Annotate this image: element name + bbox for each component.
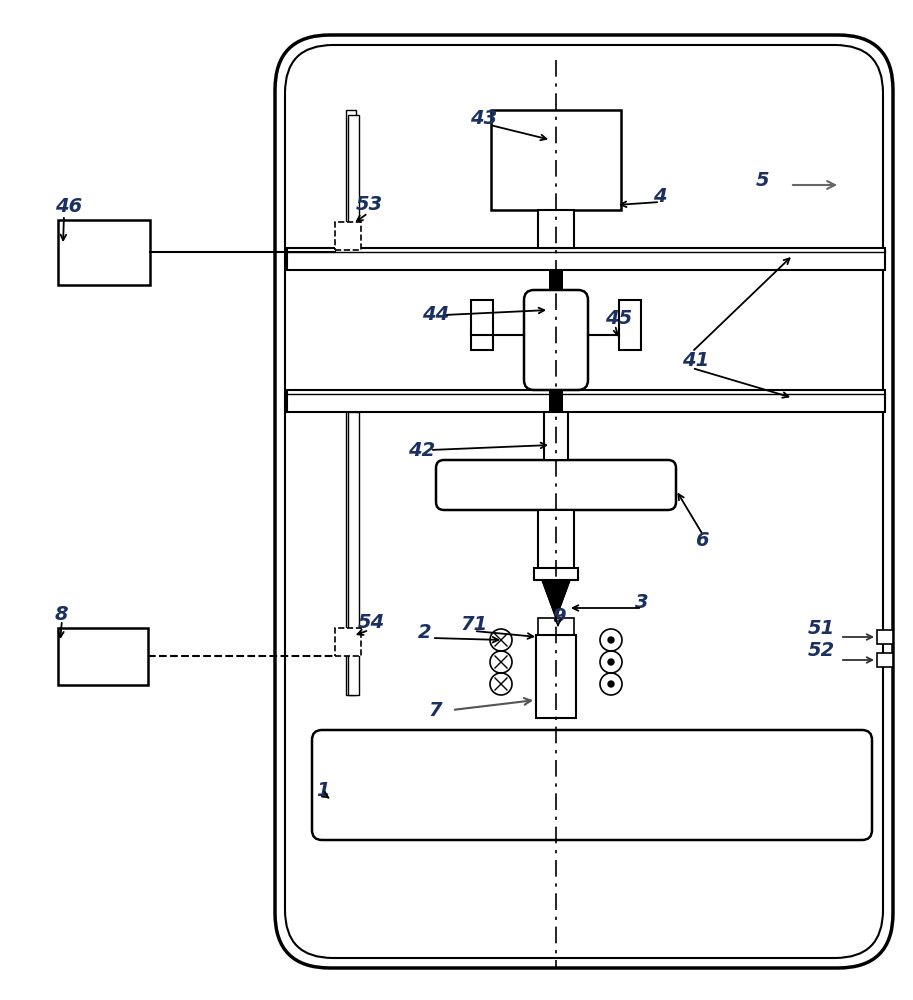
FancyBboxPatch shape — [275, 35, 893, 968]
Text: 8: 8 — [55, 605, 68, 624]
Text: 41: 41 — [682, 351, 709, 369]
Text: 42: 42 — [408, 440, 436, 460]
Bar — [491, 110, 621, 210]
Bar — [287, 390, 885, 412]
Text: 7: 7 — [428, 700, 442, 720]
FancyBboxPatch shape — [524, 290, 588, 390]
Text: 5: 5 — [756, 170, 770, 190]
Text: 9: 9 — [552, 606, 566, 626]
Bar — [348, 412, 359, 695]
Text: 45: 45 — [605, 308, 632, 328]
Text: 44: 44 — [422, 306, 449, 324]
Bar — [471, 300, 493, 350]
Bar — [877, 630, 893, 644]
Bar — [58, 628, 148, 685]
FancyBboxPatch shape — [436, 460, 676, 510]
Text: 52: 52 — [808, 641, 835, 660]
Text: 51: 51 — [808, 618, 835, 638]
Circle shape — [608, 659, 614, 665]
Bar — [549, 270, 563, 412]
Text: 53: 53 — [356, 196, 383, 215]
Bar — [538, 618, 574, 635]
Text: 46: 46 — [55, 198, 82, 217]
Text: 6: 6 — [695, 530, 708, 550]
Text: 1: 1 — [316, 780, 330, 800]
Bar — [534, 568, 578, 580]
Text: 54: 54 — [358, 613, 385, 633]
Bar — [348, 115, 359, 248]
Bar — [877, 653, 893, 667]
Text: 4: 4 — [653, 186, 666, 206]
Circle shape — [608, 681, 614, 687]
Bar — [335, 222, 361, 250]
Text: 43: 43 — [470, 108, 498, 127]
Text: 2: 2 — [418, 622, 432, 642]
Bar — [538, 210, 574, 248]
Text: 71: 71 — [460, 614, 488, 634]
Bar — [58, 220, 150, 285]
Polygon shape — [542, 580, 570, 618]
Bar — [544, 412, 568, 460]
FancyBboxPatch shape — [312, 730, 872, 840]
Text: 3: 3 — [635, 592, 648, 611]
Bar — [346, 405, 356, 695]
Bar — [538, 510, 574, 580]
Bar — [287, 248, 885, 270]
Bar — [335, 628, 361, 656]
Circle shape — [608, 637, 614, 643]
Bar — [346, 110, 356, 248]
Bar — [536, 635, 576, 718]
Bar — [619, 300, 641, 350]
